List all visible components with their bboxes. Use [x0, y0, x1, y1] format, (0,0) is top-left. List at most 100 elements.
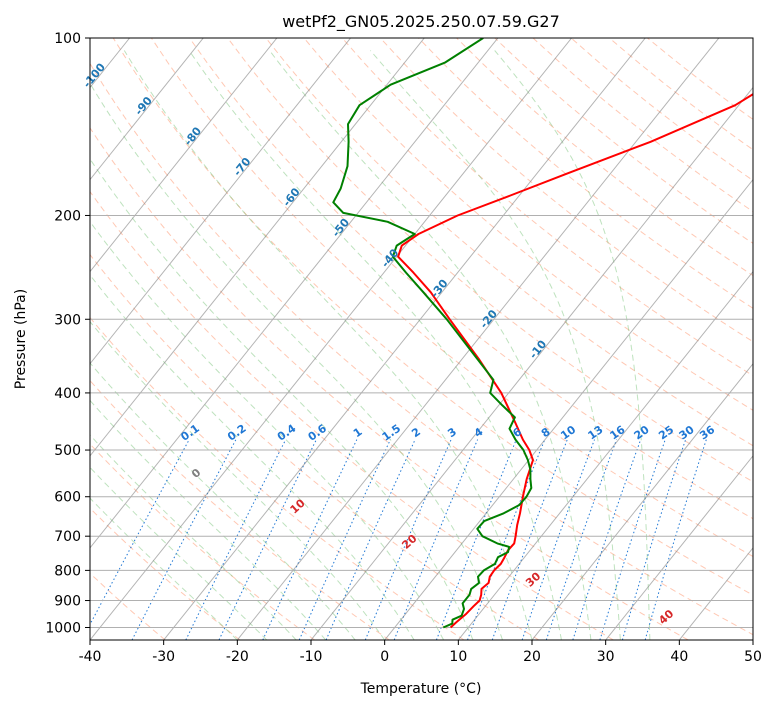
- x-tick-label: -40: [79, 649, 102, 665]
- mixing-ratio-line: [644, 439, 707, 640]
- mixing-ratio-label: 25: [656, 423, 676, 442]
- moist-adiabat-line: [90, 497, 238, 640]
- y-tick-label: 500: [54, 443, 81, 459]
- isotherm-line: [236, 38, 720, 640]
- background-lines: [90, 38, 753, 640]
- y-axis-title: Pressure (hPa): [13, 289, 29, 389]
- mixing-ratio-line: [521, 439, 595, 640]
- mixing-ratio-line: [218, 439, 317, 640]
- x-tick-label: 40: [670, 649, 688, 665]
- y-tick-label: 700: [54, 529, 81, 545]
- dry-adiabat-line: [494, 38, 753, 244]
- dry-adiabat-line: [608, 38, 753, 151]
- isotherm-line: [752, 639, 753, 640]
- isotherm-label: -70: [231, 155, 254, 179]
- mixing-ratio-line: [491, 439, 568, 640]
- isotherm-line: [90, 38, 572, 640]
- y-tick-label: 800: [54, 563, 81, 579]
- x-tick-label: -10: [300, 649, 323, 665]
- dry-adiabat-line: [90, 572, 166, 640]
- x-tick-label: -30: [152, 649, 175, 665]
- series-layer: [332, 38, 753, 629]
- moist-adiabat-line: [90, 82, 503, 640]
- isotherm-label: -40: [379, 246, 402, 270]
- y-tick-label: 900: [54, 594, 81, 610]
- dry-adiabat-line: [532, 38, 753, 213]
- dry-adiabat-line: [647, 38, 753, 121]
- isotherm-line: [90, 38, 278, 273]
- x-tick-label: 20: [523, 649, 541, 665]
- isotherm-line: [90, 38, 425, 457]
- isotherm-line: [90, 38, 499, 549]
- dry-adiabat-line: [90, 316, 465, 640]
- isotherm-line: [90, 38, 351, 365]
- dry-adiabat-label: 10: [288, 496, 308, 516]
- mixing-ratio-label: 10: [558, 423, 578, 443]
- mixing-ratio-line: [621, 439, 687, 640]
- moist-adiabat-line: [90, 399, 327, 640]
- mixing-ratio-label: 0.4: [275, 422, 299, 444]
- mixing-ratio-line: [435, 439, 517, 640]
- chart-title: wetPf2_GN05.2025.250.07.59.G27: [282, 12, 560, 32]
- mixing-ratio-line: [572, 439, 642, 640]
- dry-adiabat-line: [456, 38, 753, 277]
- y-tick-label: 600: [54, 490, 81, 506]
- mixing-ratio-line: [545, 439, 617, 640]
- moist-adiabat-line: [123, 50, 533, 640]
- moist-adiabat-line: [494, 50, 651, 640]
- dry-adiabat-line: [570, 38, 753, 182]
- dry-adiabat-line: [90, 190, 614, 640]
- isotherm-label: -10: [527, 338, 550, 362]
- dry-adiabat-line: [90, 127, 689, 640]
- moist-adiabat-line: [90, 274, 415, 640]
- isotherm-line: [605, 455, 753, 640]
- mixing-ratio-line: [599, 439, 666, 640]
- mixing-ratio-label: 3: [445, 425, 459, 440]
- mixing-ratio-label: 30: [677, 423, 697, 443]
- dry-adiabat-line: [90, 253, 540, 640]
- x-axis-title: Temperature (°C): [360, 681, 482, 697]
- dry-adiabat-line: [150, 38, 753, 558]
- x-tick-label: 30: [597, 649, 615, 665]
- dry-adiabat-line: [341, 38, 753, 377]
- x-tick-label: 0: [380, 649, 389, 665]
- mixing-ratio-label: 4: [472, 425, 486, 440]
- dry-adiabat-line: [90, 507, 241, 640]
- mixing-ratio-line: [90, 439, 190, 626]
- temperature-profile-line: [397, 93, 753, 629]
- mixing-ratio-label: 1: [351, 425, 365, 440]
- x-tick-label: 50: [744, 649, 762, 665]
- dry-adiabat-line: [227, 38, 753, 483]
- x-tick-label: -20: [226, 649, 249, 665]
- moist-adiabat-line: [90, 466, 268, 640]
- mixing-ratio-label: 36: [697, 423, 717, 443]
- moist-adiabat-line: [90, 158, 474, 640]
- mixing-ratio-line: [325, 439, 416, 640]
- isotherm-line: [90, 38, 204, 181]
- y-tick-label: 300: [54, 312, 81, 328]
- dry-adiabat-label: 0: [189, 466, 204, 481]
- mixing-ratio-line: [131, 439, 237, 640]
- mixing-ratio-label: 0.2: [225, 422, 248, 444]
- mixing-ratio-label: 16: [608, 423, 628, 443]
- dry-adiabat-line: [90, 379, 390, 640]
- moist-adiabat-line: [90, 362, 356, 640]
- dry-adiabat-line: [90, 443, 315, 640]
- y-tick-label: 200: [54, 208, 81, 224]
- isotherm-line: [531, 362, 753, 640]
- moist-adiabat-line: [370, 50, 621, 640]
- mixing-ratio-line: [298, 439, 391, 640]
- mixing-ratio-line: [262, 439, 358, 640]
- mixing-ratio-label: 20: [632, 423, 652, 443]
- moist-adiabat-line: [90, 320, 386, 640]
- mixing-ratio-label: 2: [409, 425, 423, 440]
- isotherm-label: -20: [477, 307, 500, 331]
- isotherm-line: [384, 178, 753, 640]
- x-tick-label: 10: [449, 649, 467, 665]
- axis-layer: -40 -30 -20 -10 0 10 20 30 40 5010020030040050060…: [45, 31, 762, 665]
- dry-adiabat-line: [189, 38, 753, 520]
- y-tick-label: 1000: [45, 621, 81, 637]
- isotherm-line: [678, 547, 753, 640]
- moist-adiabat-line: [90, 220, 445, 640]
